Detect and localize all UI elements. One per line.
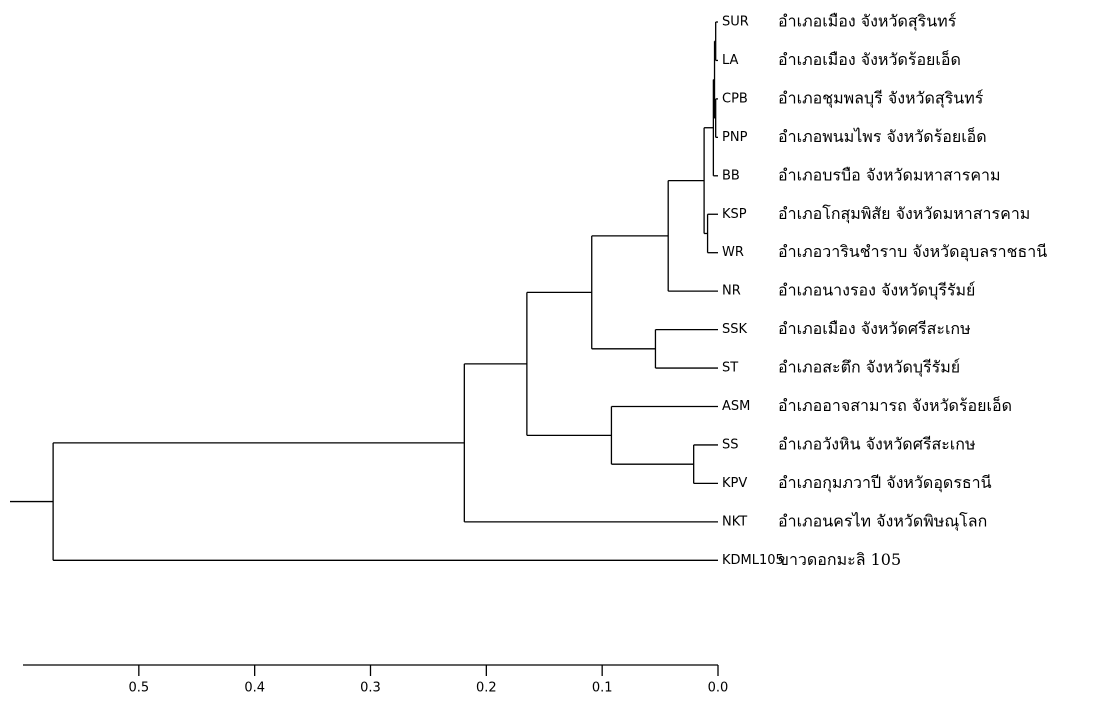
x-tick-label: 0.4 <box>244 681 265 696</box>
leaf-label: อำเภอโกสุมพิสัย จังหวัดมหาสารคาม <box>778 204 1030 224</box>
leaf-label: อำเภอเมือง จังหวัดสุรินทร์ <box>778 12 957 32</box>
chart: SUR อำเภอเมือง จังหวัดสุรินทร์ LA อำเภอเมือ… <box>0 0 1118 718</box>
leaf-code: SUR <box>722 15 749 30</box>
leaf-label: อำเภอชุมพลบุรี จังหวัดสุรินทร์ <box>778 88 984 108</box>
leaf-label: อำเภอวารินชำราบ จังหวัดอุบลราชธานี <box>778 242 1047 262</box>
leaf-label: อำเภอสะตึก จังหวัดบุรีรัมย์ <box>778 358 960 378</box>
x-tick-label: 0.3 <box>360 681 381 696</box>
leaf-code: NR <box>722 284 741 299</box>
leaf-code: SS <box>722 437 739 452</box>
leaf-code: KPV <box>722 476 747 491</box>
leaf-label: อำเภอบรบือ จังหวัดมหาสารคาม <box>778 165 1001 184</box>
leaf-code: BB <box>722 168 740 183</box>
leaf-code: WR <box>722 245 744 260</box>
leaf-label: อำเภอนครไท จังหวัดพิษณุโลก <box>778 511 987 531</box>
leaf-label: อำเภออาจสามารถ จังหวัดร้อยเอ็ด <box>778 395 1012 415</box>
x-tick-label: 0.5 <box>128 681 149 696</box>
leaf-label: อำเภอวังหิน จังหวัดศรีสะเกษ <box>778 434 976 453</box>
leaf-code: ST <box>722 361 738 376</box>
leaf-code: CPB <box>722 91 748 106</box>
x-tick-label: 0.0 <box>708 681 729 696</box>
x-tick-label: 0.2 <box>476 681 497 696</box>
leaf-label: อำเภอพนมไพร จังหวัดร้อยเอ็ด <box>778 126 987 146</box>
leaf-code: SSK <box>722 322 748 337</box>
leaf-code: KSP <box>722 207 747 222</box>
leaf-code: NKT <box>722 514 747 529</box>
leaf-code: PNP <box>722 130 748 145</box>
leaf-code: KDML105 <box>722 553 784 568</box>
leaf-label: อำเภอกุมภวาปี จังหวัดอุดรธานี <box>778 473 992 493</box>
leaf-label: อำเภอเมือง จังหวัดร้อยเอ็ด <box>778 49 961 69</box>
leaf-code: LA <box>722 53 739 68</box>
leaf-label: อำเภอนางรอง จังหวัดบุรีรัมย์ <box>778 281 975 301</box>
leaf-label: อำเภอเมือง จังหวัดศรีสะเกษ <box>778 319 971 338</box>
x-tick-label: 0.1 <box>592 681 613 696</box>
leaf-code: ASM <box>722 399 750 414</box>
leaf-label: ขาวดอกมะลิ 105 <box>778 550 901 569</box>
